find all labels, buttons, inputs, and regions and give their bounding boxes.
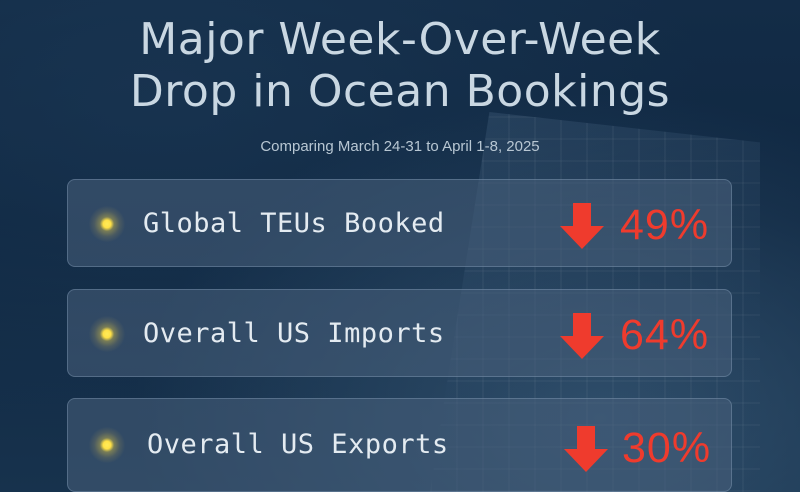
metric-value: 49% bbox=[620, 201, 710, 249]
page-subtitle: Comparing March 24-31 to April 1-8, 2025 bbox=[260, 138, 540, 155]
bullet-dot-icon bbox=[89, 316, 125, 352]
metric-value: 64% bbox=[620, 311, 710, 359]
page-title: Major Week-Over-Week Drop in Ocean Booki… bbox=[0, 14, 800, 118]
metric-value: 30% bbox=[622, 424, 712, 472]
metric-card-global-teus: Global TEUs Booked 49% bbox=[67, 179, 732, 267]
arrow-down-icon bbox=[560, 313, 604, 359]
arrow-down-icon bbox=[564, 426, 608, 472]
title-line-2: Drop in Ocean Bookings bbox=[129, 66, 671, 117]
bullet-dot-icon bbox=[89, 427, 125, 463]
metric-card-us-exports: Overall US Exports 30% bbox=[67, 398, 732, 492]
arrow-down-icon bbox=[560, 203, 604, 249]
title-line-1: Major Week-Over-Week bbox=[139, 14, 661, 65]
bullet-dot-icon bbox=[89, 206, 125, 242]
metric-label: Global TEUs Booked bbox=[143, 208, 445, 239]
metric-label: Overall US Imports bbox=[143, 318, 445, 349]
metric-label: Overall US Exports bbox=[147, 429, 449, 460]
metric-card-us-imports: Overall US Imports 64% bbox=[67, 289, 732, 377]
